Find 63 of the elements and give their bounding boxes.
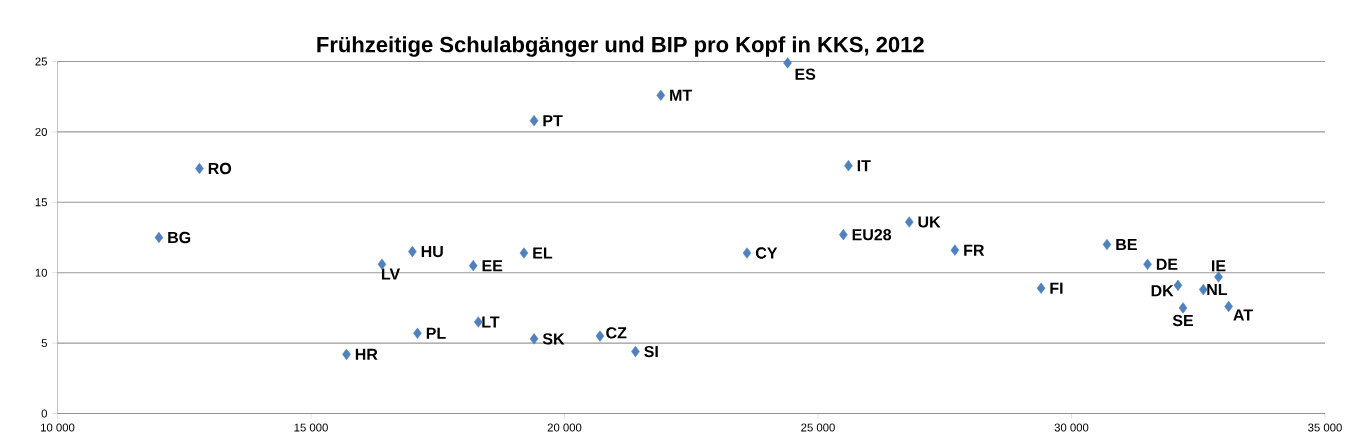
point (529, 115, 539, 127)
y-tick-label: 10 (35, 268, 48, 277)
annotation: EU28 (852, 229, 892, 241)
point (468, 260, 478, 272)
point (519, 247, 529, 259)
annotation: BE (1116, 239, 1137, 251)
annotation: PT (543, 115, 563, 127)
point (154, 231, 164, 244)
point (904, 216, 914, 228)
point (783, 57, 792, 69)
annotation: MT (670, 89, 693, 101)
annotation: HU (421, 246, 443, 258)
point (413, 327, 422, 339)
x-tick-label: 10 000 (41, 423, 75, 432)
x-tick-label: 20 000 (547, 423, 582, 432)
annotation: ES (795, 68, 816, 80)
annotation: LV (381, 268, 401, 280)
annotation: IE (1212, 260, 1226, 272)
point (1143, 258, 1152, 270)
y-tick-label: 15 (35, 198, 47, 207)
annotation: CZ (606, 327, 627, 339)
annotation: CY (755, 247, 778, 259)
annotation: SI (644, 345, 658, 358)
annotation: DK (1151, 285, 1174, 297)
annotation: BG (168, 231, 191, 244)
annotation: SK (542, 333, 565, 345)
chart-title: Frühzeitige Schulabgänger und BIP pro Kopf in KKS, 2012 (317, 36, 924, 57)
annotation: LT (482, 316, 500, 328)
annotation: UK (918, 216, 941, 228)
y-tick-label: 25 (35, 57, 47, 66)
point (742, 247, 752, 259)
point (1102, 238, 1112, 251)
annotation: EL (533, 247, 553, 259)
x-tick-label: 35 000 (1308, 423, 1342, 432)
annotation: NL (1207, 284, 1228, 296)
point (529, 333, 539, 345)
point (844, 160, 853, 172)
y-tick-label: 20 (35, 127, 48, 136)
point (950, 244, 960, 256)
x-tick-label: 25 000 (801, 423, 835, 432)
annotation: EE (482, 260, 503, 272)
annotation: FI (1050, 282, 1063, 294)
point (377, 258, 387, 270)
annotation: RO (208, 162, 232, 175)
point (342, 348, 351, 360)
x-tick-label: 15 000 (294, 423, 328, 432)
point (1178, 302, 1188, 314)
x-tick-label: 30 000 (1054, 423, 1089, 432)
annotation: SE (1172, 314, 1194, 327)
annotation: AT (1233, 309, 1253, 321)
annotation: DE (1156, 258, 1178, 270)
point (595, 330, 605, 342)
point (839, 229, 848, 241)
annotation: IT (857, 160, 871, 172)
point (1173, 279, 1183, 291)
annotation: PL (426, 327, 446, 339)
y-tick-label: 5 (41, 339, 47, 348)
point (656, 89, 666, 101)
point (1036, 282, 1046, 294)
annotation: HR (355, 348, 378, 360)
point (1214, 271, 1223, 283)
annotation: FR (964, 244, 985, 256)
y-tick-label: 0 (41, 409, 48, 418)
